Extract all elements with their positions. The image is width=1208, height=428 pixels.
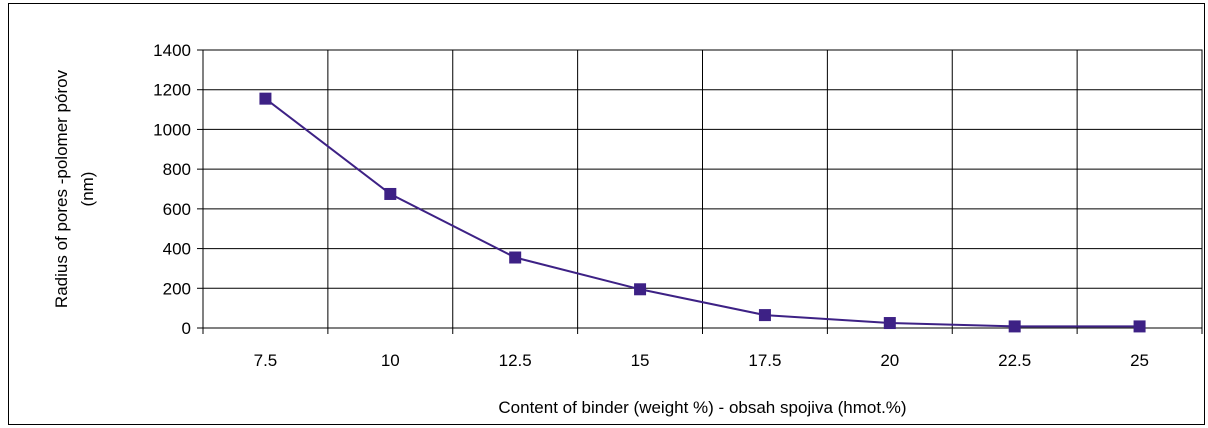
y-tick-label: 800 [163, 160, 191, 179]
data-point-marker [259, 92, 272, 105]
y-tick-label: 1000 [153, 120, 191, 139]
x-tick-label: 25 [1130, 351, 1149, 370]
data-point-marker [1008, 320, 1021, 333]
y-axis-title-line-1: Radius of pores -polomer pórov [52, 69, 71, 308]
axes: 0 200 400 600 800 1000 1200 1400 7.5 10 12.5 15 17.5… [153, 41, 1203, 370]
x-tick-label: 20 [880, 351, 899, 370]
x-tick-label: 12.5 [499, 351, 532, 370]
y-tick-label: 0 [182, 319, 191, 338]
y-tick-label: 400 [163, 240, 191, 259]
data-point-marker [758, 309, 771, 322]
x-tick-label: 7.5 [254, 351, 278, 370]
y-tick-label: 600 [163, 200, 191, 219]
axis-labels: Content of binder (weight %) - obsah spo… [52, 69, 907, 417]
data-series [259, 92, 1146, 333]
grid-lines [202, 49, 1203, 329]
x-tick-label: 17.5 [748, 351, 781, 370]
x-tick-label: 10 [381, 351, 400, 370]
y-tick-label: 200 [163, 279, 191, 298]
data-point-marker [883, 317, 896, 330]
y-tick-label: 1200 [153, 81, 191, 100]
data-point-marker [384, 187, 397, 200]
y-axis-title-line-2: (nm) [78, 172, 97, 207]
data-point-marker [634, 283, 647, 296]
y-tick-label: 1400 [153, 41, 191, 60]
x-tick-label: 15 [631, 351, 650, 370]
x-axis-title: Content of binder (weight %) - obsah spo… [498, 398, 906, 417]
x-tick-label: 22.5 [998, 351, 1031, 370]
data-point-marker [509, 251, 522, 264]
data-point-marker [1133, 320, 1146, 333]
series-line [264, 97, 1140, 328]
